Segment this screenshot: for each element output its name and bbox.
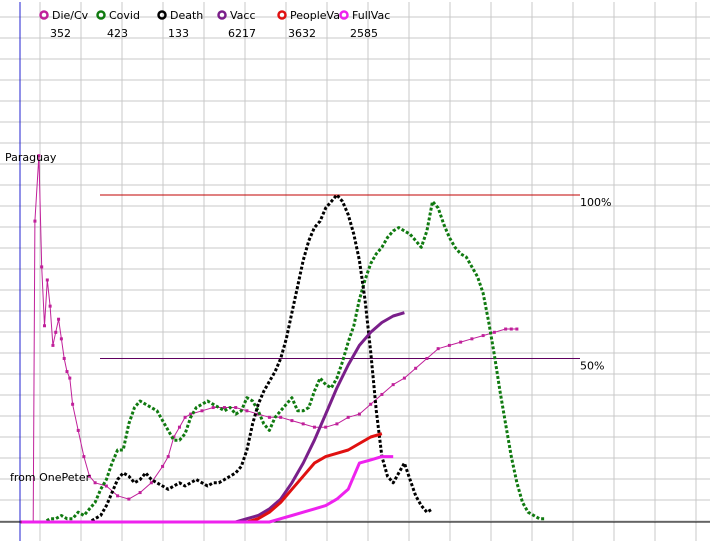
data-point-die-cv (59, 337, 63, 341)
reference-label-50: 50% (580, 359, 604, 372)
data-point-die-cv (301, 422, 305, 426)
data-point-die-cv (54, 330, 58, 334)
data-point-die-cv (149, 481, 153, 485)
reference-label-100: 100% (580, 196, 611, 209)
data-point-die-cv (161, 464, 165, 468)
data-point-die-cv (515, 327, 519, 331)
data-point-die-cv (436, 347, 440, 351)
data-point-die-cv (71, 402, 75, 406)
legend-marker-death (157, 10, 167, 20)
data-point-die-cv (267, 415, 271, 419)
legend-label-fullvac: FullVac (352, 9, 390, 22)
data-point-die-cv (87, 474, 91, 478)
series-line-covid (22, 200, 545, 524)
data-point-die-cv (470, 337, 474, 341)
legend-value-vacc: 6217 (228, 27, 256, 40)
data-point-die-cv (48, 304, 52, 308)
data-point-die-cv (346, 415, 350, 419)
data-point-die-cv (279, 415, 283, 419)
data-point-die-cv (65, 370, 69, 374)
reference-lines: 100% 50% (100, 194, 611, 372)
data-point-die-cv (324, 425, 328, 429)
legend-marker-vacc (217, 10, 227, 20)
data-point-die-cv (245, 409, 249, 413)
legend-label-death: Death (170, 9, 203, 22)
data-point-die-cv (509, 327, 513, 331)
data-point-die-cv (82, 455, 86, 459)
data-point-die-cv (116, 494, 120, 498)
series-line-death (22, 193, 434, 524)
data-point-die-cv (492, 330, 496, 334)
credit-label: from OnePeter (10, 471, 91, 484)
data-point-die-cv (33, 219, 37, 223)
data-point-die-cv (37, 154, 41, 158)
legend-value-covid: 423 (107, 27, 128, 40)
data-point-die-cv (166, 455, 170, 459)
data-point-die-cv (402, 376, 406, 380)
data-point-die-cv (189, 412, 193, 416)
data-point-die-cv (357, 412, 361, 416)
legend-value-die-cv: 352 (50, 27, 71, 40)
chart-title: Paraguay (5, 151, 57, 164)
data-point-die-cv (40, 265, 44, 269)
data-point-die-cv (414, 366, 418, 370)
series-line-fullvac (22, 455, 394, 524)
series-layer (20, 154, 545, 524)
data-point-die-cv (200, 409, 204, 413)
data-point-die-cv (335, 422, 339, 426)
data-point-die-cv (183, 415, 187, 419)
data-point-die-cv (104, 484, 108, 488)
data-point-die-cv (177, 425, 181, 429)
data-point-die-cv (504, 327, 508, 331)
data-point-die-cv (57, 317, 61, 321)
data-point-die-cv (51, 343, 55, 347)
data-point-die-cv (290, 419, 294, 423)
legend-label-die-cv: Die/Cv (52, 9, 89, 22)
data-point-die-cv (234, 406, 238, 410)
series-line-die-cv (22, 155, 517, 523)
data-point-die-cv (211, 406, 215, 410)
legend-marker-peopleva (277, 10, 287, 20)
legend-label-vacc: Vacc (230, 9, 256, 22)
data-point-die-cv (42, 324, 46, 328)
legend-value-fullvac: 2585 (350, 27, 378, 40)
data-point-die-cv (369, 402, 373, 406)
data-point-die-cv (93, 481, 97, 485)
series-line-peopleva (22, 432, 383, 524)
data-point-die-cv (45, 278, 49, 282)
legend-value-peopleva: 3632 (288, 27, 316, 40)
data-point-die-cv (481, 334, 485, 338)
legend-marker-fullvac (339, 10, 349, 20)
data-point-die-cv (76, 428, 80, 432)
data-point-die-cv (312, 425, 316, 429)
data-point-die-cv (425, 356, 429, 360)
data-point-die-cv (138, 491, 142, 495)
data-point-die-cv (172, 435, 176, 439)
data-point-die-cv (447, 343, 451, 347)
data-point-die-cv (222, 406, 226, 410)
legend-value-death: 133 (168, 27, 189, 40)
data-point-die-cv (68, 376, 72, 380)
data-point-die-cv (391, 383, 395, 387)
legend-label-covid: Covid (109, 9, 140, 22)
data-point-die-cv (62, 356, 66, 360)
data-point-die-cv (459, 340, 463, 344)
legend-marker-covid (96, 10, 106, 20)
legend-label-peopleva: PeopleVa (290, 9, 340, 22)
data-point-die-cv (380, 392, 384, 396)
legend-marker-die-cv (39, 10, 49, 20)
legend: Die/Cv 352 Covid 423 Death 133 Vacc 6217 PeopleV… (39, 9, 390, 40)
data-point-die-cv (127, 497, 131, 501)
